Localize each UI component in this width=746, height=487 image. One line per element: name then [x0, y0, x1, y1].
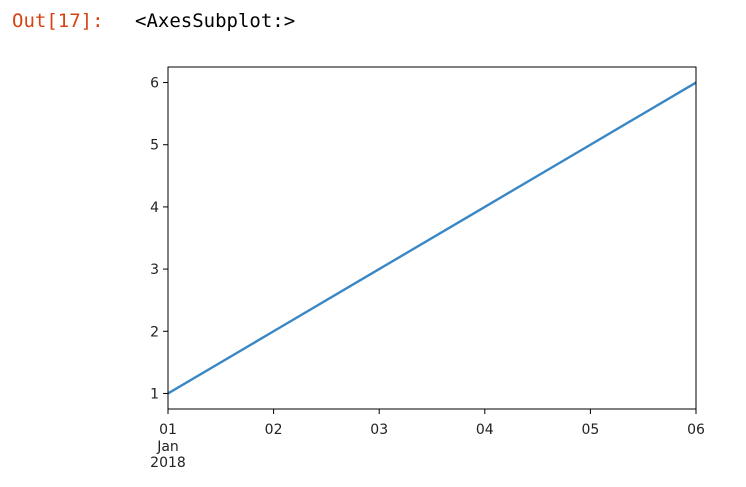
x-tick-label: 06: [687, 422, 705, 438]
output-prompt: Out[17]:: [12, 10, 104, 32]
y-tick-label: 5: [150, 138, 159, 154]
y-tick-label: 3: [150, 262, 159, 278]
y-tick-label: 2: [150, 324, 159, 340]
y-tick-label: 1: [150, 386, 159, 402]
x-tick-label: 01: [159, 422, 177, 438]
y-tick-label: 4: [150, 200, 159, 216]
x-tick-label: 05: [581, 422, 599, 438]
series-line-0: [167, 81, 697, 395]
plot-frame: [167, 66, 697, 410]
output-text: <AxesSubplot:>: [135, 10, 296, 32]
x-tick-year-label: 2018: [150, 455, 186, 471]
x-tick-label: 02: [265, 422, 283, 438]
x-tick-label: 03: [370, 422, 388, 438]
x-tick-month-label: Jan: [156, 439, 179, 455]
y-tick-label: 6: [150, 76, 159, 92]
x-tick-label: 04: [476, 422, 494, 438]
